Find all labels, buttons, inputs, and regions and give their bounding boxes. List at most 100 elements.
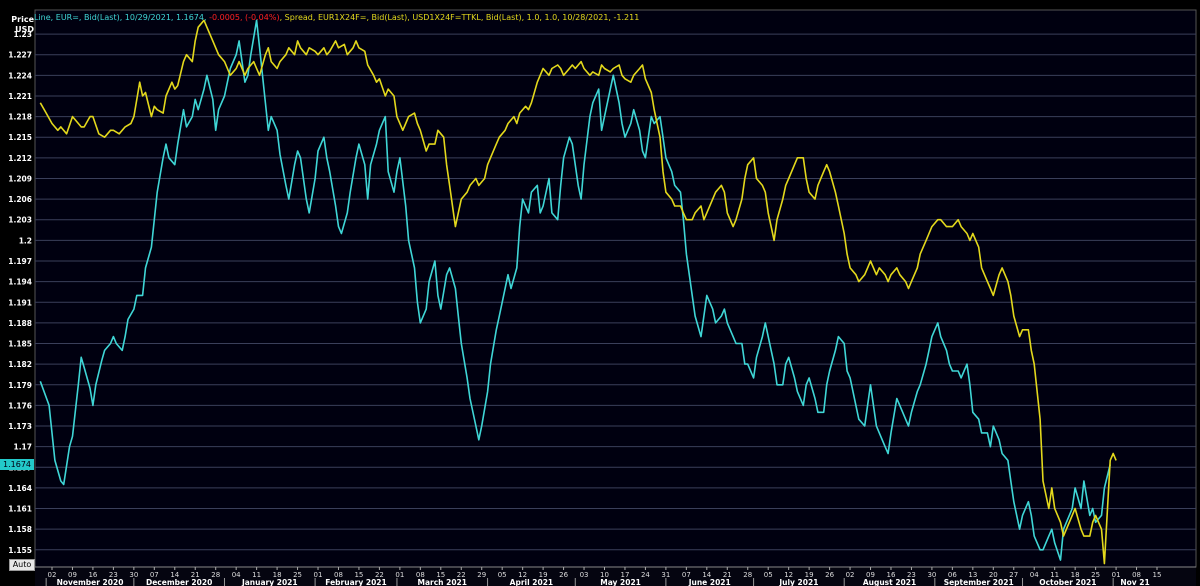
y-tick-label: 1.188 xyxy=(8,319,32,328)
legend-eur-text: Line, EUR=, Bid(Last), 10/29/2021, 1.167… xyxy=(34,13,210,22)
x-tick-label: 11 xyxy=(252,571,261,579)
y-tick-label: 1.212 xyxy=(8,154,32,163)
x-tick-label: 18 xyxy=(1071,571,1080,579)
x-tick-label: 12 xyxy=(784,571,793,579)
x-tick-label: 08 xyxy=(1132,571,1141,579)
x-tick-label: 05 xyxy=(764,571,773,579)
x-axis-band xyxy=(35,567,1196,586)
y-tick-label: 1.227 xyxy=(8,51,32,60)
chart-legend: Line, EUR=, Bid(Last), 10/29/2021, 1.167… xyxy=(34,13,639,22)
x-tick-label: 20 xyxy=(989,571,998,579)
y-tick-label: 1.203 xyxy=(8,216,32,225)
auto-scale-button[interactable]: Auto xyxy=(9,559,35,571)
x-tick-label: 11 xyxy=(1050,571,1059,579)
series-line-eur xyxy=(39,19,1111,561)
x-tick-label: 07 xyxy=(682,571,691,579)
y-tick-label: 1.218 xyxy=(8,113,32,122)
x-tick-label: 19 xyxy=(805,571,814,579)
y-tick-label: 1.221 xyxy=(8,92,32,101)
x-tick-label: 18 xyxy=(273,571,282,579)
y-tick-label: 1.209 xyxy=(8,174,32,183)
legend-spread-text: , Spread, EUR1X24F=, Bid(Last), USD1X24F… xyxy=(279,13,640,22)
x-tick-label: 21 xyxy=(191,571,200,579)
month-label: July 2021 xyxy=(778,578,818,586)
x-tick-label: 13 xyxy=(968,571,977,579)
y-tick-label: 1.158 xyxy=(8,525,32,534)
x-tick-label: 14 xyxy=(702,571,711,579)
y-tick-label: 1.17 xyxy=(13,443,32,452)
month-label: April 2021 xyxy=(510,578,554,586)
x-tick-label: 01 xyxy=(314,571,323,579)
x-tick-label: 17 xyxy=(621,571,630,579)
x-tick-label: 15 xyxy=(354,571,363,579)
y-tick-label: 1.176 xyxy=(8,401,32,410)
x-tick-label: 03 xyxy=(580,571,589,579)
x-tick-label: 02 xyxy=(48,571,57,579)
x-tick-label: 09 xyxy=(866,571,875,579)
x-tick-label: 19 xyxy=(539,571,548,579)
y-tick-label: 1.185 xyxy=(8,340,32,349)
month-label: October 2021 xyxy=(1039,578,1096,586)
x-tick-label: 26 xyxy=(825,571,834,579)
x-tick-label: 29 xyxy=(477,571,486,579)
y-tick-label: 1.197 xyxy=(8,257,32,266)
x-tick-label: 24 xyxy=(641,571,650,579)
month-label: August 2021 xyxy=(863,578,916,586)
plot-area xyxy=(34,9,1197,568)
x-tick-label: 23 xyxy=(109,571,118,579)
month-label: March 2021 xyxy=(418,578,468,586)
month-label: December 2020 xyxy=(146,578,212,586)
x-tick-label: 01 xyxy=(1112,571,1121,579)
x-tick-label: 06 xyxy=(948,571,957,579)
x-tick-label: 01 xyxy=(395,571,404,579)
x-tick-label: 12 xyxy=(518,571,527,579)
month-label: Nov 21 xyxy=(1120,578,1149,586)
y-tick-label: 1.179 xyxy=(8,381,32,390)
x-tick-label: 15 xyxy=(1153,571,1162,579)
x-tick-label: 25 xyxy=(293,571,302,579)
x-tick-label: 27 xyxy=(1009,571,1018,579)
x-tick-label: 04 xyxy=(232,571,241,579)
x-tick-label: 25 xyxy=(1091,571,1100,579)
x-tick-label: 30 xyxy=(927,571,936,579)
gridlines xyxy=(35,33,1196,551)
x-tick-label: 16 xyxy=(88,571,97,579)
x-tick-label: 22 xyxy=(375,571,384,579)
series-line-spread xyxy=(39,19,1117,565)
x-tick-label: 22 xyxy=(457,571,466,579)
x-tick-label: 04 xyxy=(1030,571,1039,579)
month-label: June 2021 xyxy=(688,578,731,586)
x-tick-label: 31 xyxy=(661,571,670,579)
y-tick-label: 1.182 xyxy=(8,360,32,369)
y-tick-label: 1.215 xyxy=(8,133,32,142)
x-tick-label: 08 xyxy=(334,571,343,579)
x-tick-label: 15 xyxy=(436,571,445,579)
month-label: November 2020 xyxy=(57,578,124,586)
y-tick-label: 1.191 xyxy=(8,298,32,307)
x-tick-label: 07 xyxy=(150,571,159,579)
x-tick-label: 02 xyxy=(846,571,855,579)
x-tick-label: 16 xyxy=(887,571,896,579)
legend-change-text: -0.0005, (-0.04%) xyxy=(209,13,280,22)
x-tick-label: 09 xyxy=(68,571,77,579)
y-tick-label: 1.164 xyxy=(8,484,32,493)
y-tick-label: 1.2 xyxy=(19,236,32,245)
price-axis-title: Price USD xyxy=(10,15,34,35)
price-axis-title-line1: Price xyxy=(11,15,34,24)
x-tick-label: 05 xyxy=(498,571,507,579)
month-label: May 2021 xyxy=(600,578,641,586)
x-tick-label: 30 xyxy=(129,571,138,579)
x-tick-label: 14 xyxy=(170,571,179,579)
x-tick-label: 08 xyxy=(416,571,425,579)
y-tick-label: 1.206 xyxy=(8,195,32,204)
y-tick-label: 1.155 xyxy=(8,546,32,555)
last-price-tag: 1.1674 xyxy=(0,459,34,471)
x-tick-label: 26 xyxy=(559,571,568,579)
y-tick-label: 1.194 xyxy=(8,278,32,287)
month-label: February 2021 xyxy=(325,578,386,586)
x-tick-label: 21 xyxy=(723,571,732,579)
y-tick-label: 1.23 xyxy=(13,30,32,39)
y-tick-label: 1.224 xyxy=(8,71,32,80)
price-axis-title-line2: USD xyxy=(15,25,34,34)
